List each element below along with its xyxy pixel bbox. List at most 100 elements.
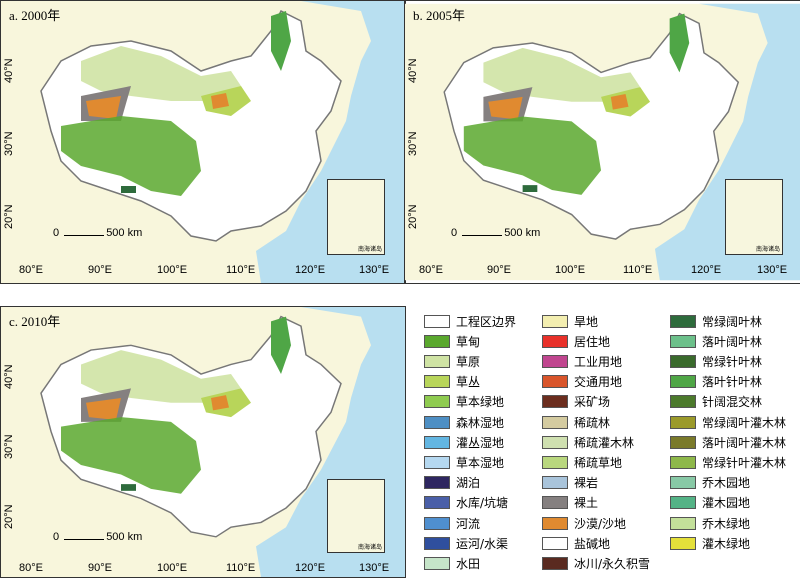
- legend-item: 居住地: [542, 332, 610, 350]
- legend-swatch: [424, 334, 450, 348]
- x-tick: 90°E: [88, 264, 112, 276]
- map-legend: 工程区边界 草甸 草原 草丛 草本绿地 森林湿地 灌丛湿地 草本湿地 湖泊 水库/坑塘 河流 运河/水…: [414, 306, 800, 576]
- x-tick: 90°E: [88, 562, 112, 574]
- legend-label: 乔木园地: [702, 476, 751, 491]
- legend-label: 湖泊: [456, 476, 481, 491]
- legend-swatch: [670, 354, 696, 368]
- legend-swatch: [424, 536, 450, 550]
- legend-label: 森林湿地: [456, 415, 505, 430]
- legend-swatch: [542, 496, 568, 510]
- x-tick: 110°E: [226, 562, 256, 574]
- x-tick: 120°E: [295, 264, 326, 276]
- legend-label: 旱地: [574, 314, 599, 329]
- legend-item: 采矿场: [542, 393, 610, 411]
- legend-item: 交通用地: [542, 373, 622, 391]
- x-tick: 80°E: [19, 562, 43, 574]
- legend-item: 旱地: [542, 312, 598, 330]
- legend-swatch: [670, 455, 696, 469]
- legend-swatch: [424, 395, 450, 409]
- x-tick: 110°E: [623, 264, 653, 276]
- x-tick: 100°E: [157, 562, 188, 574]
- legend-swatch: [542, 314, 568, 328]
- x-tick: 130°E: [359, 562, 390, 574]
- scale-bar: 0 500 km: [451, 227, 541, 239]
- legend-item: 草甸: [424, 332, 480, 350]
- legend-label: 水库/坑塘: [456, 496, 509, 511]
- legend-item: 森林湿地: [424, 413, 504, 431]
- x-tick: 100°E: [555, 264, 586, 276]
- legend-item: 常绿针叶灌木林: [670, 453, 786, 471]
- y-tick: 30°N: [407, 131, 419, 156]
- legend-label: 常绿阔叶林: [702, 314, 763, 329]
- legend-swatch: [542, 455, 568, 469]
- legend-swatch: [670, 375, 696, 389]
- legend-swatch: [542, 476, 568, 490]
- legend-swatch: [424, 375, 450, 389]
- scale-label: 500 km: [106, 227, 143, 239]
- legend-label: 灌丛湿地: [456, 435, 505, 450]
- legend-swatch: [542, 415, 568, 429]
- legend-label: 冰川/永久积雪: [574, 556, 651, 571]
- legend-label: 落叶阔叶林: [702, 334, 763, 349]
- legend-label: 交通用地: [574, 375, 623, 390]
- legend-item: 草本绿地: [424, 393, 504, 411]
- legend-item: 裸岩: [542, 474, 598, 492]
- y-tick: 30°N: [3, 131, 15, 156]
- scale-bar: 0 500 km: [53, 531, 143, 543]
- x-tick: 100°E: [157, 264, 188, 276]
- panel-title: b. 2005年: [413, 8, 466, 23]
- legend-label: 草丛: [456, 375, 481, 390]
- legend-swatch: [542, 435, 568, 449]
- legend-swatch: [424, 314, 450, 328]
- legend-label: 裸岩: [574, 476, 599, 491]
- map-panel-2005: b. 2005年 0 500 km 南海诸岛 80°E 90°E 100°E 1…: [404, 0, 800, 284]
- panel-title: c. 2010年: [9, 314, 61, 329]
- legend-label: 草甸: [456, 334, 481, 349]
- y-tick: 30°N: [3, 434, 15, 459]
- inset-label: 南海诸岛: [357, 545, 382, 551]
- legend-swatch: [670, 496, 696, 510]
- y-tick: 40°N: [3, 364, 15, 389]
- scale-label: 500 km: [106, 531, 143, 543]
- south-china-sea-inset: 南海诸岛: [327, 479, 385, 553]
- legend-item: 落叶针叶林: [670, 373, 762, 391]
- legend-label: 稀疏灌木林: [574, 435, 635, 450]
- legend-item: 水库/坑塘: [424, 494, 508, 512]
- legend-swatch: [424, 476, 450, 490]
- legend-label: 灌木园地: [702, 496, 751, 511]
- legend-swatch: [542, 516, 568, 530]
- legend-label: 稀疏草地: [574, 455, 623, 470]
- legend-item: 稀疏林: [542, 413, 610, 431]
- legend-swatch: [670, 395, 696, 409]
- legend-label: 常绿针叶林: [702, 354, 763, 369]
- legend-item: 沙漠/沙地: [542, 514, 626, 532]
- y-tick: 20°N: [3, 204, 15, 229]
- south-china-sea-inset: 南海诸岛: [725, 179, 783, 255]
- legend-swatch: [542, 395, 568, 409]
- legend-item: 常绿针叶林: [670, 352, 762, 370]
- legend-item: 落叶阔叶灌木林: [670, 433, 786, 451]
- x-tick: 120°E: [295, 562, 326, 574]
- scale-label: 500 km: [504, 227, 541, 239]
- map-panel-2000: a. 2000年 0 500 km 南海诸岛 80°E 90°E 100°E 1…: [0, 0, 406, 284]
- legend-label: 常绿阔叶灌木林: [702, 415, 787, 430]
- legend-item: 乔木园地: [670, 474, 750, 492]
- legend-label: 草本绿地: [456, 395, 505, 410]
- legend-label: 水田: [456, 556, 481, 571]
- x-tick: 110°E: [226, 264, 256, 276]
- legend-item: 乔木绿地: [670, 514, 750, 532]
- south-china-sea-inset: 南海诸岛: [327, 179, 385, 255]
- x-tick: 80°E: [419, 264, 443, 276]
- legend-label: 采矿场: [574, 395, 611, 410]
- legend-swatch: [670, 476, 696, 490]
- legend-item: 稀疏草地: [542, 453, 622, 471]
- legend-swatch: [424, 415, 450, 429]
- y-tick: 40°N: [3, 58, 15, 83]
- legend-label: 落叶针叶林: [702, 375, 763, 390]
- legend-swatch: [670, 536, 696, 550]
- scale-bar: 0 500 km: [53, 227, 143, 239]
- inset-label: 南海诸岛: [755, 247, 780, 253]
- legend-swatch: [424, 496, 450, 510]
- legend-swatch: [670, 415, 696, 429]
- legend-label: 稀疏林: [574, 415, 611, 430]
